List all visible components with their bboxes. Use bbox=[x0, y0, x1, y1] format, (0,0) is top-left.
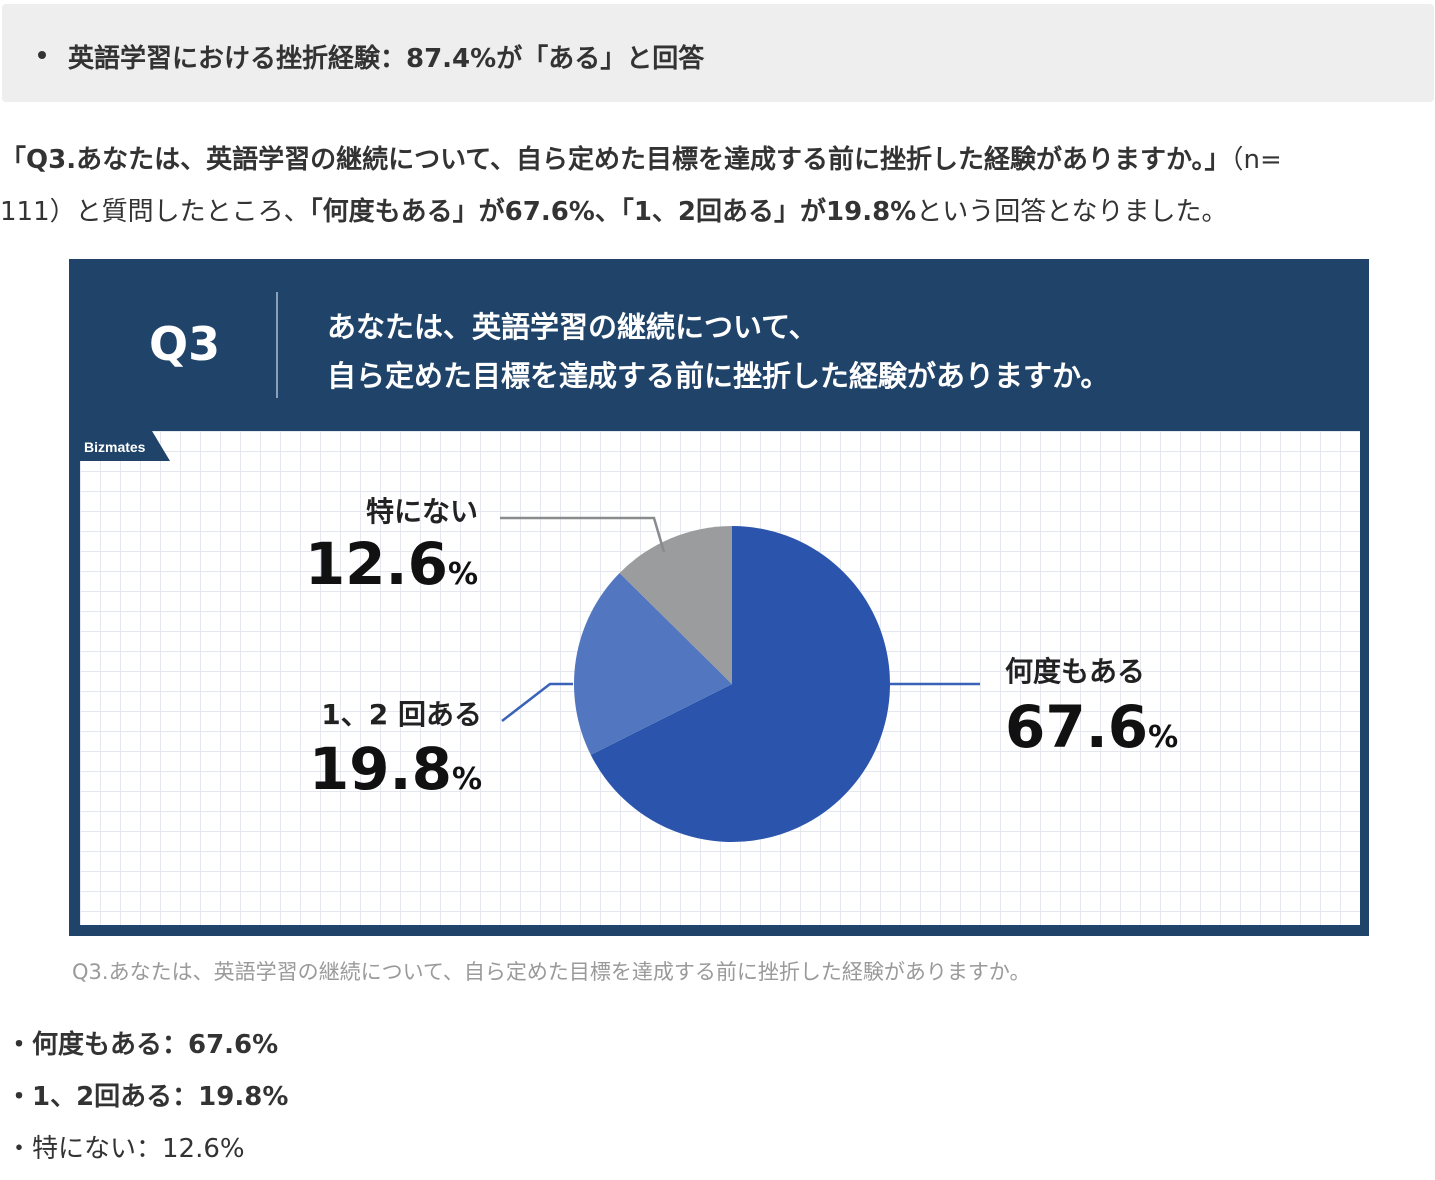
bullet-icon bbox=[38, 51, 46, 59]
svg-text:Bizmates: Bizmates bbox=[84, 439, 146, 455]
intro-text-a: 111）と質問したところ、 bbox=[0, 197, 310, 227]
slice-label-2: 1、2 回ある bbox=[321, 698, 482, 731]
list-item: ・何度もある：67.6% bbox=[6, 1030, 279, 1060]
summary-text: 英語学習における挫折経験：87.4%が「ある」と回答 bbox=[68, 44, 705, 74]
intro-question-quote: 「Q3.あなたは、英語学習の継続について、自ら定めた目標を達成する前に挫折した経… bbox=[0, 145, 1231, 175]
intro-results-bold: 「何度もある」が67.6%、「1、2回ある」が19.8% bbox=[309, 197, 917, 227]
bizmates-logo: Bizmates bbox=[80, 431, 170, 461]
list-item: ・特にない：12.6% bbox=[6, 1134, 245, 1164]
leader-line-3 bbox=[500, 516, 666, 553]
slice-value-3: 12.6% bbox=[305, 530, 478, 598]
question-number: Q3 bbox=[149, 317, 221, 371]
pie-slice-1 bbox=[590, 526, 890, 842]
summary-box: 英語学習における挫折経験：87.4%が「ある」と回答 bbox=[2, 4, 1434, 102]
pie-slice-3 bbox=[619, 526, 732, 684]
intro-text-c: という回答となりました。 bbox=[916, 197, 1228, 227]
results-list: ・何度もある：67.6% ・1、2回ある：19.8% ・特にない：12.6% bbox=[6, 1022, 288, 1178]
intro-line-2: 111）と質問したところ、「何度もある」が67.6%、「1、2回ある」が19.8… bbox=[0, 186, 1435, 238]
figure-caption: Q3.あなたは、英語学習の継続について、自ら定めた目標を達成する前に挫折した経験… bbox=[72, 960, 1031, 984]
leader-line-2 bbox=[501, 682, 573, 722]
intro-line-1: 「Q3.あなたは、英語学習の継続について、自ら定めた目標を達成する前に挫折した経… bbox=[0, 134, 1435, 186]
question-line-2: 自ら定めた目標を達成する前に挫折した経験がありますか。 bbox=[327, 359, 1110, 393]
intro-n-prefix: （n= bbox=[1230, 145, 1282, 175]
chart-plot-area: 何度もある 67.6% 1、2 回ある 19.8% 特にない 12.6% Bizmates bbox=[80, 431, 1360, 925]
chart-figure: Q3 あなたは、英語学習の継続について、 自ら定めた目標を達成する前に挫折した経… bbox=[69, 259, 1369, 936]
slice-label-3: 特にない bbox=[366, 495, 478, 528]
header-divider bbox=[276, 292, 278, 398]
slice-value-1: 67.6% bbox=[1005, 693, 1178, 761]
slice-value-2: 19.8% bbox=[309, 735, 482, 803]
slice-label-1: 何度もある bbox=[1005, 655, 1145, 688]
question-text: あなたは、英語学習の継続について、 自ら定めた目標を達成する前に挫折した経験があ… bbox=[327, 303, 1109, 401]
pie-slice-2 bbox=[574, 572, 732, 755]
list-item: ・1、2回ある：19.8% bbox=[6, 1082, 289, 1112]
question-line-1: あなたは、英語学習の継続について、 bbox=[327, 310, 818, 344]
intro-paragraph: 「Q3.あなたは、英語学習の継続について、自ら定めた目標を達成する前に挫折した経… bbox=[0, 134, 1435, 238]
